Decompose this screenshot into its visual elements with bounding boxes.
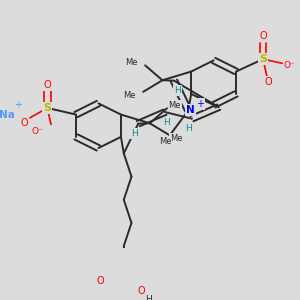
Text: N: N bbox=[186, 105, 195, 116]
Text: O⁻: O⁻ bbox=[284, 61, 296, 70]
Text: O: O bbox=[259, 31, 267, 41]
Text: Me: Me bbox=[123, 91, 136, 100]
Text: O: O bbox=[137, 286, 145, 296]
Text: Me: Me bbox=[170, 134, 183, 142]
Text: H: H bbox=[185, 124, 191, 133]
Text: O⁻: O⁻ bbox=[32, 127, 44, 136]
Text: H: H bbox=[146, 295, 152, 300]
Text: H: H bbox=[164, 118, 170, 127]
Text: H: H bbox=[174, 86, 181, 95]
Text: O: O bbox=[97, 276, 105, 286]
Text: Na: Na bbox=[0, 110, 15, 120]
Text: O: O bbox=[20, 118, 28, 128]
Text: +: + bbox=[196, 99, 204, 109]
Text: S: S bbox=[259, 54, 267, 64]
Text: Me: Me bbox=[168, 100, 181, 109]
Text: Me: Me bbox=[159, 137, 172, 146]
Text: H: H bbox=[131, 129, 138, 138]
Text: +: + bbox=[14, 100, 22, 110]
Text: S: S bbox=[43, 103, 51, 113]
Text: Me: Me bbox=[125, 58, 137, 67]
Text: O: O bbox=[44, 80, 51, 90]
Text: O: O bbox=[265, 77, 272, 87]
